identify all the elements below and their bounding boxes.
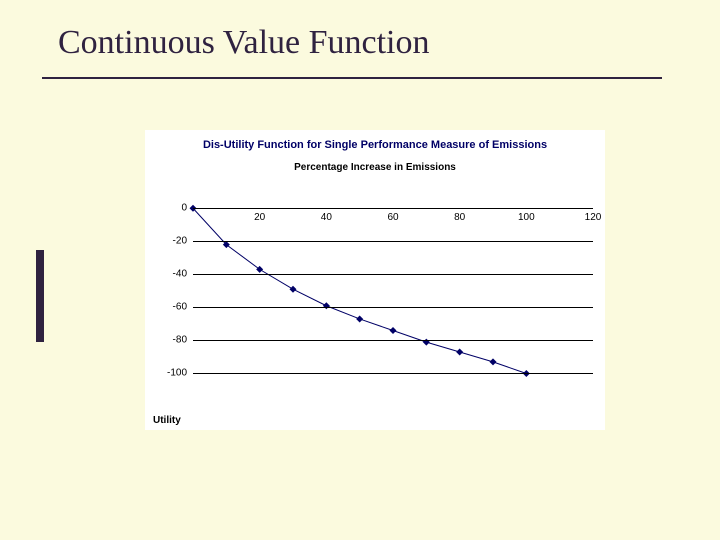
y-tick-label: -100: [167, 368, 193, 379]
left-accent-bar: [36, 250, 44, 342]
chart-line: [193, 208, 526, 373]
gridline: [193, 274, 593, 275]
chart-marker: [290, 286, 297, 293]
y-axis-label: Utility: [153, 415, 181, 426]
slide-title: Continuous Value Function: [58, 24, 430, 62]
plot-area: 0-20-40-60-80-10020406080100120: [193, 200, 593, 390]
chart-marker: [490, 358, 497, 365]
x-tick-label: 40: [321, 212, 332, 223]
x-tick-label: 20: [254, 212, 265, 223]
gridline: [193, 373, 593, 374]
title-underline: [42, 77, 662, 79]
gridline: [193, 307, 593, 308]
x-tick-label: 80: [454, 212, 465, 223]
y-tick-label: -80: [173, 335, 193, 346]
chart-marker: [256, 266, 263, 273]
chart-marker: [356, 315, 363, 322]
y-tick-label: -60: [173, 302, 193, 313]
gridline: [193, 241, 593, 242]
y-tick-label: -40: [173, 269, 193, 280]
gridline: [193, 340, 593, 341]
chart-marker: [390, 327, 397, 334]
x-tick-label: 60: [387, 212, 398, 223]
chart-svg: [193, 200, 593, 390]
chart-subtitle: Percentage Increase in Emissions: [145, 152, 605, 173]
y-tick-label: 0: [181, 203, 193, 214]
x-tick-label: 120: [585, 212, 602, 223]
chart-title: Dis-Utility Function for Single Performa…: [145, 130, 605, 152]
chart-container: Dis-Utility Function for Single Performa…: [145, 130, 605, 430]
gridline: [193, 208, 593, 209]
chart-marker: [456, 349, 463, 356]
x-tick-label: 100: [518, 212, 535, 223]
y-tick-label: -20: [173, 236, 193, 247]
